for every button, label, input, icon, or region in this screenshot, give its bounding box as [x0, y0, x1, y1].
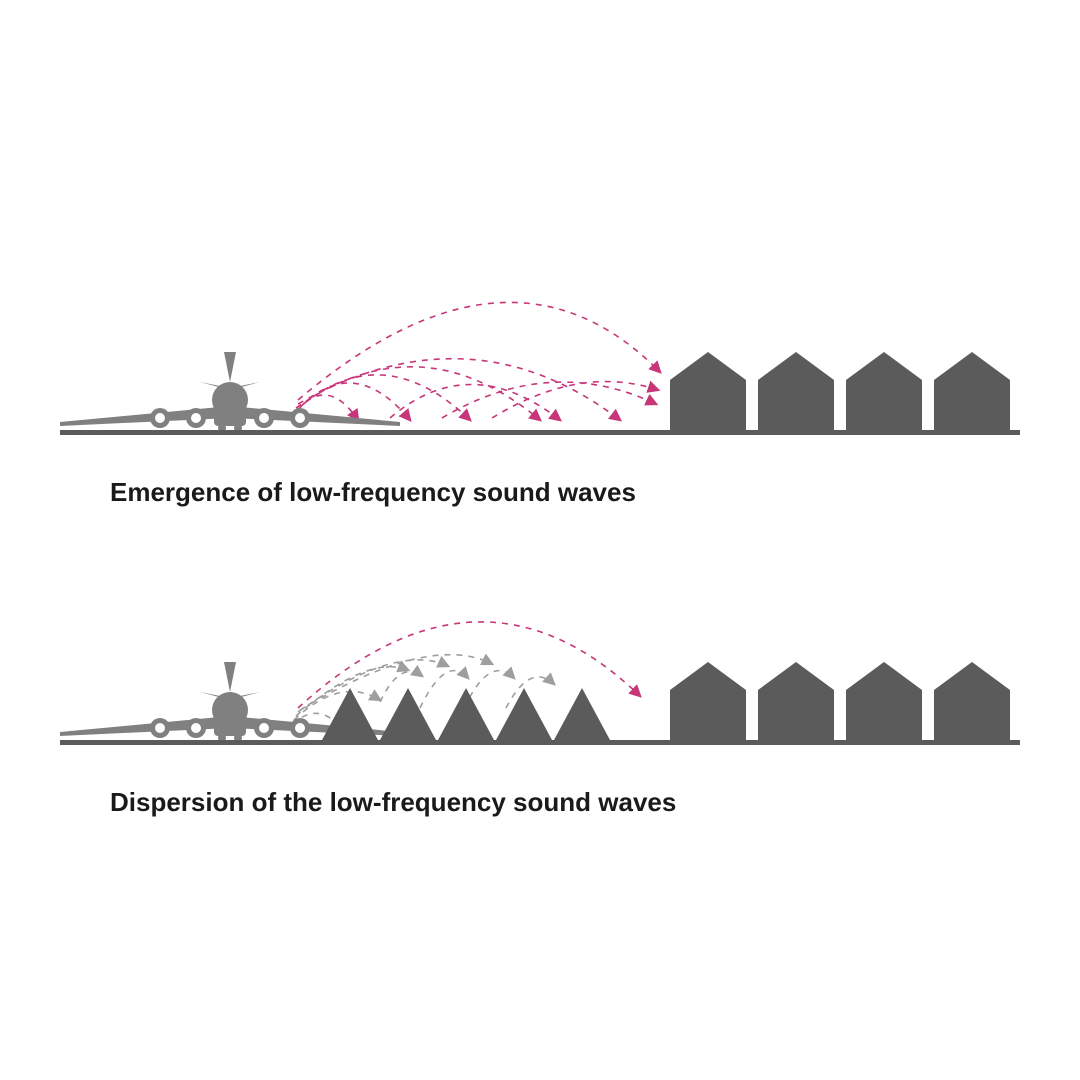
sound-waves [290, 302, 660, 420]
panel-emergence: Emergence of low-frequency sound waves [60, 280, 1020, 508]
panel-dispersion-svg [60, 590, 1020, 770]
buildings [670, 662, 1010, 740]
panel-emergence-svg [60, 280, 1020, 460]
airplane-icon [60, 352, 400, 432]
panel-dispersion: Dispersion of the low-frequency sound wa… [60, 590, 1020, 818]
ground-line [60, 430, 1020, 435]
buildings [670, 352, 1010, 430]
noise-barriers [322, 688, 610, 740]
panel-dispersion-caption: Dispersion of the low-frequency sound wa… [60, 787, 1020, 818]
ground-line [60, 740, 1020, 745]
panel-emergence-caption: Emergence of low-frequency sound waves [60, 477, 1020, 508]
